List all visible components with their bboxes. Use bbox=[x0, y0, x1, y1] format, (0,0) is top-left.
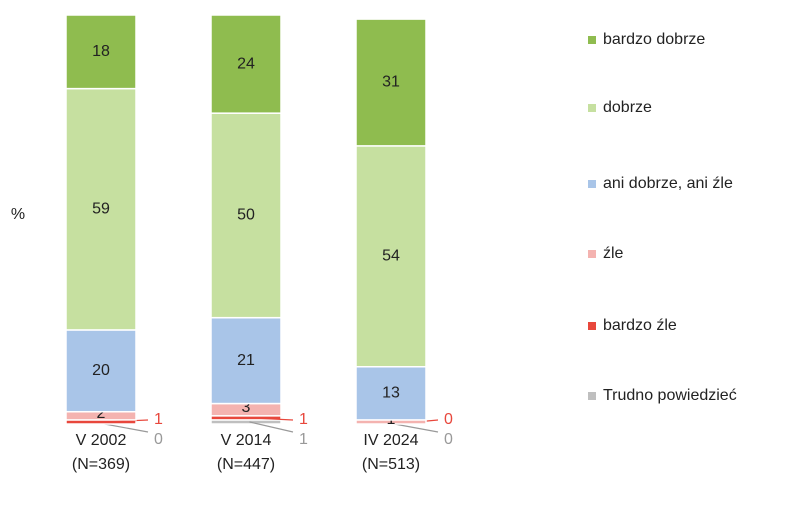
leader-line bbox=[104, 419, 149, 423]
data-label: 1 bbox=[299, 431, 308, 448]
legend-label: Trudno powiedzieć bbox=[603, 387, 737, 404]
data-label: 0 bbox=[444, 411, 453, 428]
data-label: 0 bbox=[444, 431, 453, 448]
data-label: 13 bbox=[382, 385, 400, 402]
leader-line bbox=[104, 423, 149, 433]
data-label: 0 bbox=[154, 431, 163, 448]
data-label: 2 bbox=[97, 405, 106, 422]
legend-swatch bbox=[588, 392, 596, 400]
data-label: 1 bbox=[299, 411, 308, 428]
x-tick-sublabel: (N=513) bbox=[362, 456, 420, 473]
data-label: 59 bbox=[92, 200, 110, 217]
y-axis-label: % bbox=[11, 206, 25, 223]
legend-swatch bbox=[588, 250, 596, 258]
bar-segment bbox=[210, 112, 282, 319]
x-tick-label: V 2014 bbox=[221, 432, 272, 449]
data-label: 50 bbox=[237, 207, 255, 224]
bar-segment bbox=[65, 14, 137, 90]
leader-line bbox=[394, 423, 439, 433]
leader-line bbox=[249, 417, 294, 421]
data-label: 20 bbox=[92, 362, 110, 379]
x-tick-sublabel: (N=447) bbox=[217, 456, 275, 473]
x-tick-sublabel: (N=369) bbox=[72, 456, 130, 473]
bar-segment bbox=[355, 365, 427, 421]
legend-label: bardzo dobrze bbox=[603, 31, 705, 48]
data-label: 21 bbox=[237, 352, 255, 369]
legend-label: ani dobrze, ani źle bbox=[603, 175, 733, 192]
legend-label: źle bbox=[603, 245, 624, 262]
bar-segment bbox=[210, 14, 282, 114]
data-label: 3 bbox=[242, 399, 251, 416]
data-label: 31 bbox=[382, 74, 400, 91]
legend-swatch bbox=[588, 104, 596, 112]
bar-segment bbox=[65, 329, 137, 413]
leader-line bbox=[249, 421, 294, 433]
x-tick-label: IV 2024 bbox=[363, 432, 418, 449]
bar-segment bbox=[65, 87, 137, 331]
legend-label: dobrze bbox=[603, 99, 652, 116]
legend-swatch bbox=[588, 180, 596, 188]
bar-segment bbox=[355, 18, 427, 147]
legend-swatch bbox=[588, 322, 596, 330]
data-label: 54 bbox=[382, 248, 400, 265]
legend-label: bardzo źle bbox=[603, 317, 677, 334]
data-label: 1 bbox=[154, 411, 163, 428]
data-label: 18 bbox=[92, 43, 110, 60]
data-label: 24 bbox=[237, 55, 255, 72]
legend-swatch bbox=[588, 36, 596, 44]
x-tick-label: V 2002 bbox=[76, 432, 127, 449]
